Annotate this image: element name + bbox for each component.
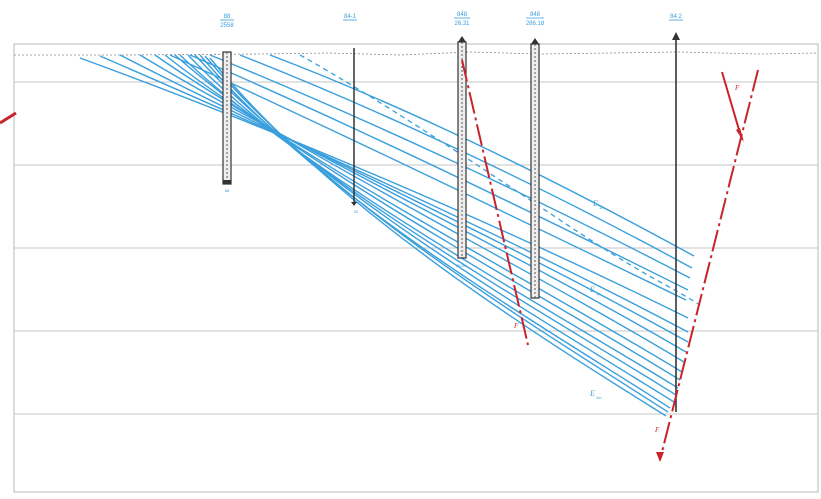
unit-label: E [589,389,595,398]
borehole [222,51,232,185]
seam-line [187,54,677,396]
seam-line [204,55,669,413]
fault-line [659,69,759,461]
borehole-sublabel: 26.31 [454,21,470,27]
seam-line [169,54,687,301]
fault-label: F [654,426,660,434]
unit-sublabel: 1p [596,291,601,296]
unit-label: E [589,285,595,294]
section-arrow-icon [0,111,17,125]
seam-line [209,57,667,417]
seam-line [99,55,689,333]
borehole [351,48,357,206]
borehole-depth-label: 32 [354,209,359,214]
faults [461,59,759,462]
borehole-tip [672,32,680,40]
seam-line [119,54,689,343]
seam-line [179,54,679,389]
section-grid [13,43,819,493]
borehole [530,38,540,299]
unit-label: E [592,199,598,208]
borehole-shaft [530,43,540,299]
seam-line [199,54,671,409]
coal-seams [79,54,695,417]
borehole-depth-label: 88 [225,188,230,193]
seam-line [79,57,689,319]
borehole-sublabel: 286.18 [526,21,545,27]
borehole [672,32,680,412]
stratigraphic-unit-labels: E 1m E 1p E 1m [589,199,605,400]
borehole-labels: 88 2558 84-1 848 26.31 848 286.18 84.2 8… [220,12,683,268]
section-frame [13,43,819,493]
borehole-bit [351,202,357,206]
borehole-depth-label: 88.81 [456,263,467,268]
unit-sublabel: 1m [596,395,602,400]
borehole-label: 84-1 [344,14,357,20]
borehole-label: 88 [224,14,231,20]
fault-arrow-icon [736,128,744,142]
unit-sublabel: 1m [599,205,605,210]
seam-line [209,54,691,279]
borehole [457,36,467,259]
borehole-cap [223,180,231,184]
borehole-sublabel: 2558 [220,23,234,29]
borehole-tip [531,38,539,44]
fault-label: F [513,322,519,330]
borehole-label: 84.2 [670,14,682,20]
seam-line [139,54,687,353]
borehole-label: 848 [457,12,468,18]
fault-arrow-icon [656,452,664,462]
seam-line [239,54,693,269]
seam-line [189,54,689,291]
ground-surface-line [14,51,819,56]
fault-line [461,59,529,346]
fault-labels: F F F [513,84,740,434]
borehole-tip [458,36,466,42]
seam-line [154,54,685,363]
boreholes [222,32,680,412]
seam-line [269,54,695,257]
borehole-label: 848 [530,12,541,18]
fault-label: F [734,84,740,92]
